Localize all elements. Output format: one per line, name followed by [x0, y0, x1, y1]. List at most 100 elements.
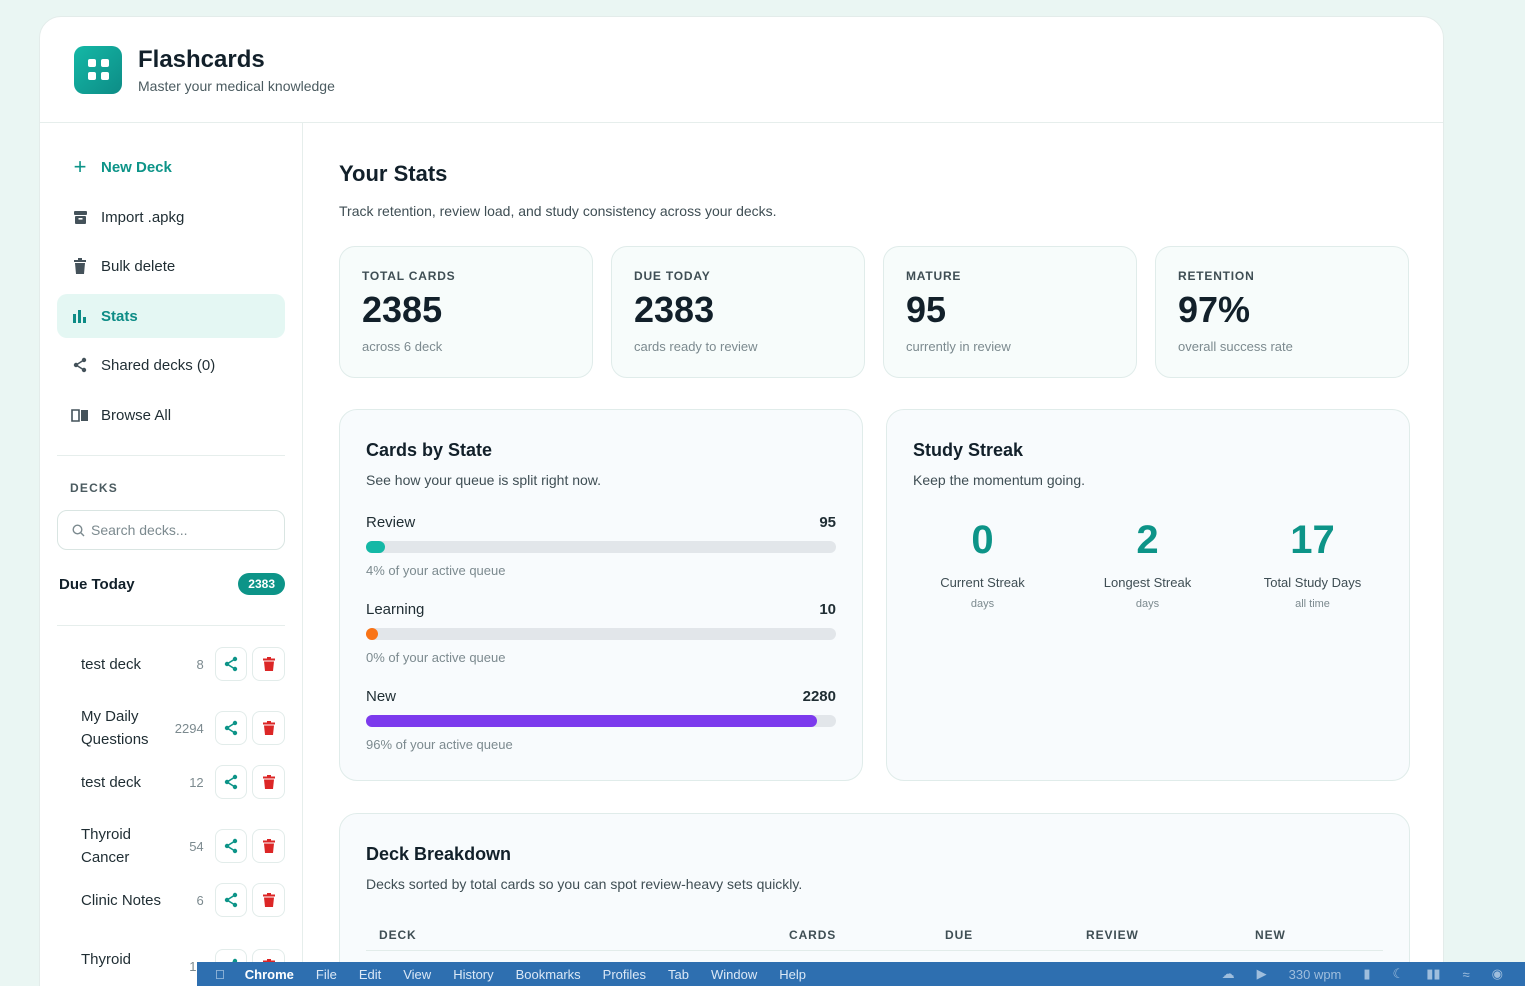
deck-card-count: 2294	[174, 720, 204, 736]
queue-row-review: Review 95 4% of your active queue	[366, 514, 836, 578]
shared-decks-nav-item[interactable]: Shared decks (0)	[57, 343, 285, 387]
menu-bookmarks[interactable]: Bookmarks	[505, 966, 581, 982]
column-header-deck[interactable]: DECK	[379, 928, 417, 942]
app-window: Flashcards Master your medical knowledge…	[39, 16, 1444, 986]
menu-profiles[interactable]: Profiles	[592, 966, 646, 982]
panel-title: Deck Breakdown	[366, 844, 512, 864]
queue-value: 2280	[802, 688, 836, 705]
panel-title: Cards by State	[366, 440, 493, 460]
share-icon	[71, 356, 89, 374]
cloud-icon[interactable]: ☁	[1221, 966, 1235, 981]
wpm-readout[interactable]: 330 wpm	[1288, 966, 1342, 982]
stats-nav-item[interactable]: Stats	[57, 294, 285, 338]
bulk-delete-button[interactable]: Bulk delete	[57, 244, 285, 288]
menu-edit[interactable]: Edit	[349, 966, 381, 982]
play-icon[interactable]: ▶	[1256, 966, 1267, 981]
share-deck-button[interactable]	[214, 829, 248, 863]
decks-section-label: DECKS	[70, 481, 119, 495]
share-deck-button[interactable]	[214, 765, 248, 799]
trash-icon	[262, 657, 275, 671]
streak-value: 0	[971, 518, 994, 562]
app-title: Flashcards	[138, 45, 265, 73]
streak-value: 2	[1136, 518, 1159, 562]
user-icon[interactable]: ◉	[1491, 966, 1503, 981]
deck-row[interactable]: My Daily Questions 2294	[81, 705, 286, 751]
battery-icon[interactable]: ▮▮	[1426, 966, 1441, 981]
delete-deck-button[interactable]	[252, 711, 286, 745]
trash-icon	[262, 721, 275, 735]
share-icon	[224, 720, 238, 736]
queue-value: 10	[819, 601, 836, 618]
bar-chart-icon	[71, 307, 89, 325]
stat-note: overall success rate	[1178, 339, 1293, 354]
column-header-cards[interactable]: CARDS	[789, 928, 837, 942]
queue-label: New	[366, 688, 397, 705]
deck-card-count: 6	[196, 892, 204, 908]
moon-icon[interactable]: ☾	[1392, 966, 1405, 981]
equalizer-icon[interactable]: ▮	[1363, 966, 1371, 981]
stat-value: 95	[906, 289, 947, 330]
app-header: Flashcards Master your medical knowledge	[40, 17, 1443, 123]
menu-tab[interactable]: Tab	[658, 966, 689, 982]
queue-progress-bar	[366, 628, 836, 640]
streak-unit: days	[970, 598, 995, 610]
delete-deck-button[interactable]	[252, 883, 286, 917]
menu-chrome[interactable]: Chrome	[235, 966, 294, 982]
browse-all-nav-item[interactable]: Browse All	[57, 393, 285, 437]
stat-label: DUE TODAY	[634, 269, 711, 283]
page-subtitle: Track retention, review load, and study …	[339, 203, 777, 219]
menu-history[interactable]: History	[443, 966, 493, 982]
streak-current: 0 Current Streak days	[900, 518, 1065, 610]
queue-label: Learning	[366, 601, 425, 618]
menubar-tray: ☁ ▶ 330 wpm ▮ ☾ ▮▮ ≈ ◉	[1200, 962, 1503, 986]
delete-deck-button[interactable]	[252, 647, 286, 681]
queue-progress-fill	[366, 541, 385, 553]
deck-row[interactable]: Clinic Notes 6	[81, 883, 286, 917]
search-decks-input[interactable]	[91, 522, 261, 538]
menu-view[interactable]: View	[393, 966, 431, 982]
page-title: Your Stats	[339, 161, 448, 186]
apple-icon[interactable]: 	[215, 967, 225, 982]
menu-window[interactable]: Window	[701, 966, 757, 982]
main-content: Your Stats Track retention, review load,…	[304, 123, 1443, 986]
queue-progress-bar	[366, 541, 836, 553]
share-icon	[224, 774, 238, 790]
queue-note: 0% of your active queue	[366, 650, 506, 665]
deck-row[interactable]: Thyroid Cancer 54	[81, 823, 286, 869]
deck-row[interactable]: test deck 8	[81, 647, 286, 681]
app-subtitle: Master your medical knowledge	[138, 77, 335, 94]
deck-name: Thyroid	[81, 950, 132, 968]
queue-row-learning: Learning 10 0% of your active queue	[366, 601, 836, 665]
share-deck-button[interactable]	[214, 647, 248, 681]
stat-card-due-today: DUE TODAY 2383 cards ready to review	[611, 246, 865, 378]
share-deck-button[interactable]	[214, 883, 248, 917]
queue-row-new: New 2280 96% of your active queue	[366, 688, 836, 752]
delete-deck-button[interactable]	[252, 765, 286, 799]
column-header-due[interactable]: DUE	[945, 928, 974, 942]
deck-search-box[interactable]	[57, 510, 285, 550]
share-icon	[224, 892, 238, 908]
share-deck-button[interactable]	[214, 711, 248, 745]
panel-title: Study Streak	[913, 440, 1024, 460]
queue-note: 4% of your active queue	[366, 563, 506, 578]
due-today-row[interactable]: Due Today 2383	[59, 573, 285, 595]
wifi-icon[interactable]: ≈	[1462, 966, 1470, 982]
menu-help[interactable]: Help	[769, 966, 806, 982]
streak-longest: 2 Longest Streak days	[1065, 518, 1230, 610]
queue-note: 96% of your active queue	[366, 737, 513, 752]
stat-card-retention: RETENTION 97% overall success rate	[1155, 246, 1409, 378]
column-header-review[interactable]: REVIEW	[1086, 928, 1139, 942]
deck-row[interactable]: test deck 12	[81, 765, 286, 799]
stat-label: TOTAL CARDS	[362, 269, 456, 283]
streak-label: Current Streak	[940, 575, 1025, 590]
streak-label: Total Study Days	[1263, 575, 1362, 590]
import-apkg-button[interactable]: Import .apkg	[57, 195, 285, 239]
stat-card-total-cards: TOTAL CARDS 2385 across 6 deck	[339, 246, 593, 378]
new-deck-button[interactable]: + New Deck	[57, 145, 285, 189]
delete-deck-button[interactable]	[252, 829, 286, 863]
sidebar: + New Deck Import .apkg Bulk delete Stat…	[40, 123, 303, 986]
queue-progress-fill	[366, 715, 818, 727]
column-header-new[interactable]: NEW	[1255, 928, 1286, 942]
menu-file[interactable]: File	[306, 966, 337, 982]
stat-label: MATURE	[906, 269, 962, 283]
